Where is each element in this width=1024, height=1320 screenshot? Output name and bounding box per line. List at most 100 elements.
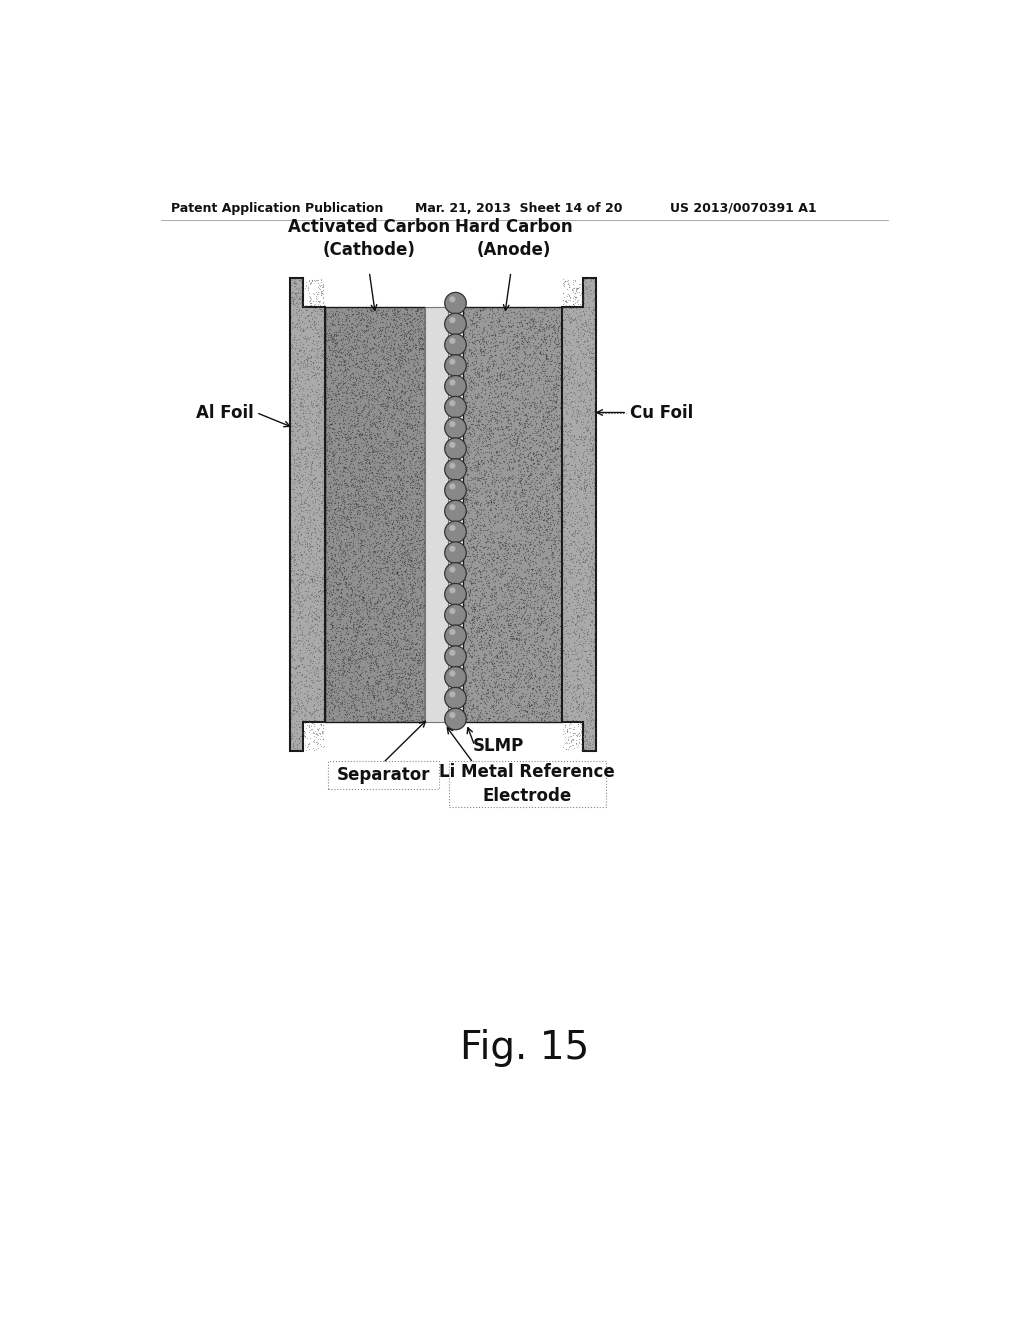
Point [556, 681, 572, 702]
Point [472, 655, 488, 676]
Point [567, 544, 584, 565]
Point [480, 572, 497, 593]
Point [492, 624, 508, 645]
Point [504, 405, 520, 426]
Point [297, 713, 313, 734]
Point [494, 532, 510, 553]
Point [564, 579, 581, 601]
Point [408, 391, 424, 412]
Point [322, 426, 338, 447]
Point [385, 603, 401, 624]
Point [300, 715, 316, 737]
Point [575, 462, 592, 483]
Point [548, 632, 564, 653]
Point [570, 549, 587, 570]
Point [539, 701, 555, 722]
Point [318, 366, 335, 387]
Point [557, 503, 573, 524]
Point [573, 465, 590, 486]
Point [546, 360, 562, 381]
Point [509, 432, 525, 453]
Point [578, 539, 594, 560]
Point [458, 585, 474, 606]
Point [379, 614, 395, 635]
Point [546, 510, 562, 531]
Point [483, 449, 500, 470]
Point [552, 638, 568, 659]
Point [383, 616, 399, 638]
Point [311, 566, 328, 587]
Point [582, 347, 598, 368]
Point [293, 500, 309, 521]
Point [399, 417, 416, 438]
Point [521, 395, 538, 416]
Point [457, 569, 473, 590]
Point [581, 578, 597, 599]
Point [394, 545, 411, 566]
Point [378, 593, 394, 614]
Point [588, 325, 604, 346]
Point [549, 478, 565, 499]
Point [402, 609, 419, 630]
Point [347, 300, 364, 321]
Point [350, 330, 367, 351]
Point [394, 660, 411, 681]
Point [368, 335, 384, 356]
Point [293, 606, 309, 627]
Point [348, 469, 365, 490]
Point [391, 533, 408, 554]
Point [557, 714, 573, 735]
Point [291, 602, 307, 623]
Point [314, 470, 331, 491]
Point [560, 368, 577, 389]
Point [393, 484, 410, 506]
Point [330, 500, 346, 521]
Point [335, 499, 351, 520]
Point [331, 697, 347, 718]
Point [565, 680, 582, 701]
Point [317, 404, 334, 425]
Point [376, 346, 392, 367]
Point [309, 648, 326, 669]
Point [549, 465, 565, 486]
Point [290, 576, 306, 597]
Point [487, 449, 504, 470]
Point [552, 593, 568, 614]
Point [308, 569, 325, 590]
Point [538, 334, 554, 355]
Point [472, 309, 488, 330]
Point [514, 705, 530, 726]
Point [337, 541, 353, 562]
Point [460, 411, 476, 432]
Point [377, 453, 393, 474]
Point [295, 552, 311, 573]
Point [469, 664, 485, 685]
Point [365, 375, 381, 396]
Point [317, 477, 334, 498]
Point [536, 585, 552, 606]
Point [343, 473, 359, 494]
Point [529, 347, 546, 368]
Point [545, 564, 561, 585]
Point [542, 525, 558, 546]
Point [391, 306, 408, 327]
Point [571, 379, 588, 400]
Point [524, 677, 541, 698]
Point [336, 594, 352, 615]
Point [484, 614, 501, 635]
Point [356, 598, 373, 619]
Point [407, 322, 423, 343]
Point [518, 495, 535, 516]
Point [346, 466, 362, 487]
Point [389, 697, 406, 718]
Point [408, 549, 424, 570]
Point [578, 701, 594, 722]
Point [482, 648, 499, 669]
Point [475, 298, 492, 319]
Point [580, 330, 596, 351]
Point [376, 440, 392, 461]
Point [369, 686, 385, 708]
Point [580, 517, 596, 539]
Point [508, 487, 524, 508]
Point [464, 492, 480, 513]
